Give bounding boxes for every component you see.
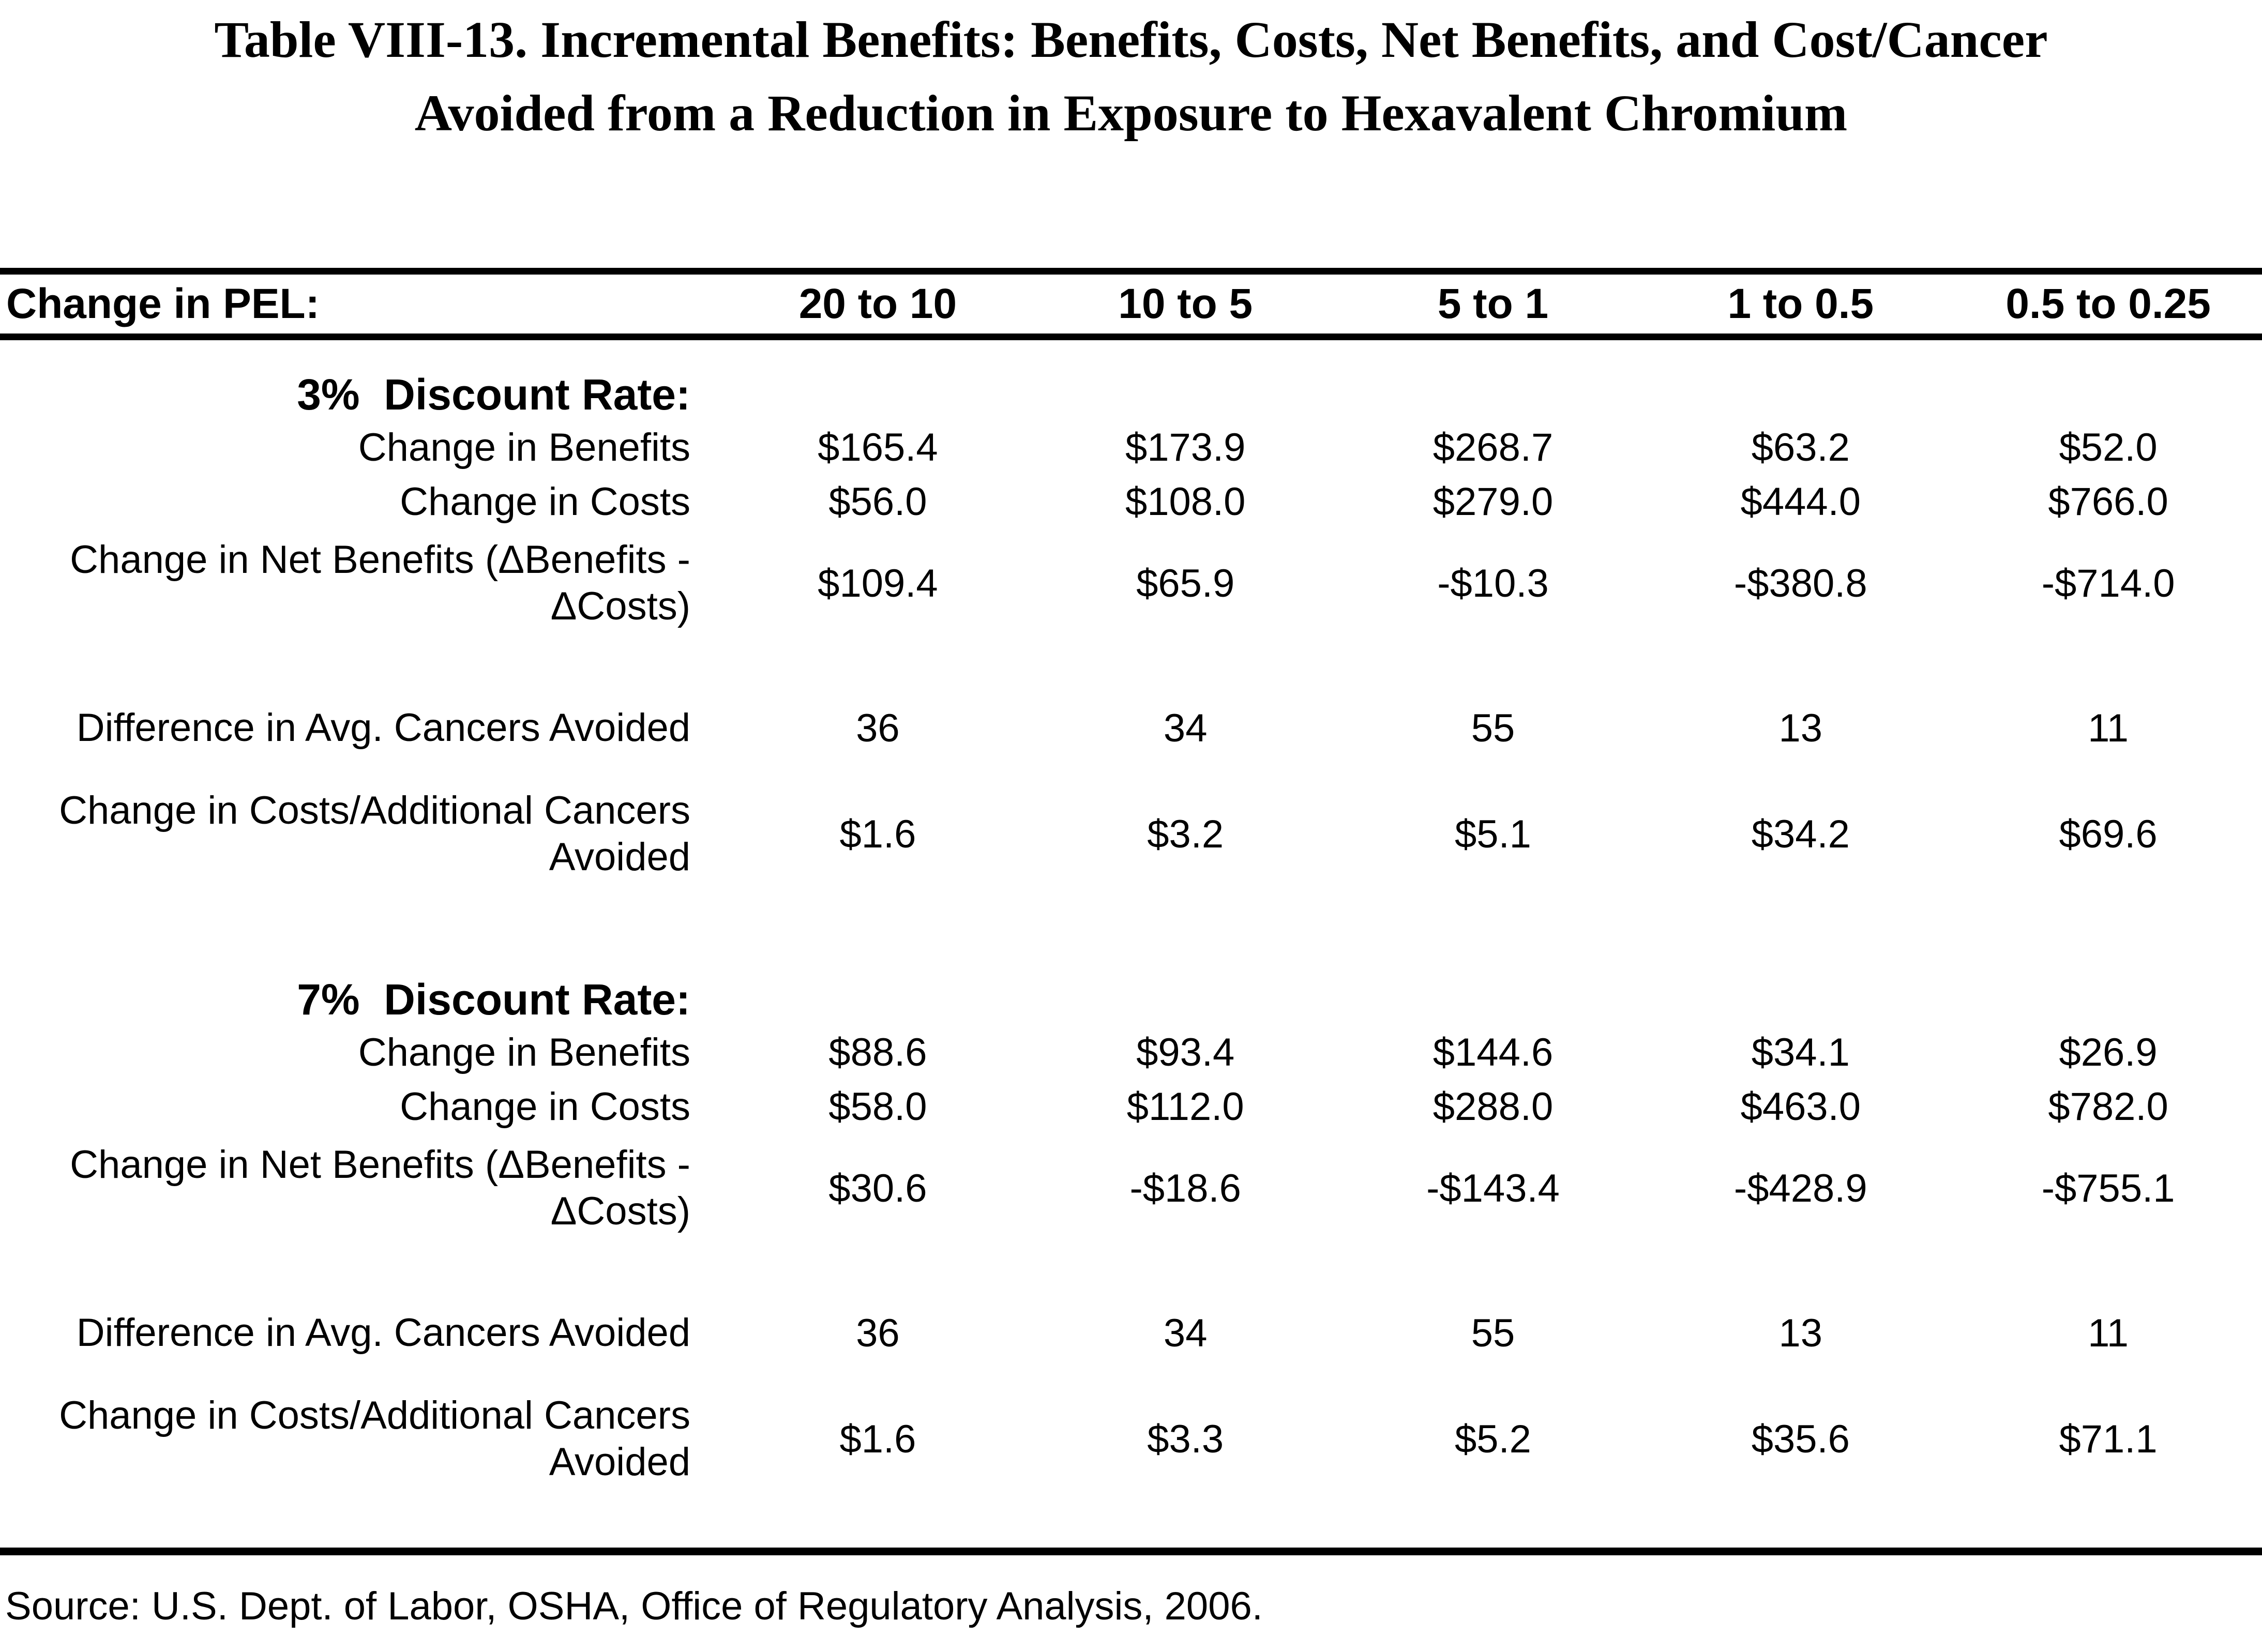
row-label: Change in Costs/Additional Cancers Avoid… bbox=[59, 789, 690, 879]
cell-value: $444.0 bbox=[1740, 480, 1861, 524]
cell-value: $108.0 bbox=[1125, 480, 1246, 524]
cell-value: 36 bbox=[856, 1311, 900, 1355]
table-title-line2: Avoided from a Reduction in Exposure to … bbox=[414, 84, 1848, 142]
cell-value: $65.9 bbox=[1136, 561, 1235, 605]
column-header-1-to-0-5: 1 to 0.5 bbox=[1727, 280, 1874, 327]
cell-value: $30.6 bbox=[828, 1166, 927, 1210]
cell-value: -$380.8 bbox=[1733, 561, 1867, 605]
cell-value: $5.1 bbox=[1455, 812, 1531, 856]
cell-value: $1.6 bbox=[839, 1417, 916, 1461]
cell-value: $173.9 bbox=[1125, 426, 1246, 469]
table-row-3pct-difference-in-avg-cancers: Difference in Avg. Cancers Avoided 36 34… bbox=[0, 687, 2262, 769]
table-row-3pct-change-in-net-benefits: Change in Net Benefits (ΔBenefits - ΔCos… bbox=[0, 529, 2262, 638]
cell-value: 55 bbox=[1471, 1311, 1515, 1355]
cell-value: 34 bbox=[1163, 1311, 1208, 1355]
row-label: Change in Costs/Additional Cancers Avoid… bbox=[59, 1393, 690, 1484]
table-row-3pct-change-in-benefits: Change in Benefits $165.4 $173.9 $268.7 … bbox=[0, 420, 2262, 475]
cell-value: 13 bbox=[1778, 706, 1823, 750]
cell-value: -$714.0 bbox=[2041, 561, 2175, 605]
cell-value: $5.2 bbox=[1455, 1417, 1531, 1461]
section-heading-3pct: 3% Discount Rate: bbox=[297, 370, 690, 419]
cell-value: $109.4 bbox=[818, 561, 938, 605]
header-top-rule bbox=[0, 268, 2262, 275]
cell-value: $782.0 bbox=[2048, 1085, 2168, 1129]
cell-value: 13 bbox=[1778, 1311, 1823, 1355]
cell-value: -$143.4 bbox=[1426, 1166, 1560, 1210]
cell-value: -$755.1 bbox=[2041, 1166, 2175, 1210]
row-label: Change in Net Benefits (ΔBenefits - ΔCos… bbox=[70, 1143, 690, 1233]
row-label: Change in Costs bbox=[400, 1084, 690, 1129]
cell-value: $3.2 bbox=[1147, 812, 1224, 856]
cell-value: $69.6 bbox=[2059, 812, 2158, 856]
header-label-change-in-pel: Change in PEL: bbox=[6, 280, 320, 327]
cell-value: $34.2 bbox=[1751, 812, 1850, 856]
table-row-7pct-change-in-benefits: Change in Benefits $88.6 $93.4 $144.6 $3… bbox=[0, 1025, 2262, 1080]
table-title: Table VIII-13. Incremental Benefits: Ben… bbox=[0, 0, 2262, 150]
cell-value: $56.0 bbox=[828, 480, 927, 524]
cell-value: $279.0 bbox=[1432, 480, 1554, 524]
table-row-7pct-costs-per-additional-cancer: Change in Costs/Additional Cancers Avoid… bbox=[0, 1374, 2262, 1504]
cell-value: 36 bbox=[856, 706, 900, 750]
table-header-row: Change in PEL: 20 to 10 10 to 5 5 to 1 1… bbox=[0, 275, 2262, 334]
table-row-3pct-costs-per-additional-cancer: Change in Costs/Additional Cancers Avoid… bbox=[0, 769, 2262, 899]
table-row-7pct-change-in-costs: Change in Costs $58.0 $112.0 $288.0 $463… bbox=[0, 1080, 2262, 1134]
table-row-7pct-change-in-net-benefits: Change in Net Benefits (ΔBenefits - ΔCos… bbox=[0, 1134, 2262, 1242]
cell-value: $112.0 bbox=[1126, 1085, 1244, 1129]
cell-value: 55 bbox=[1471, 706, 1515, 750]
row-label: Difference in Avg. Cancers Avoided bbox=[76, 706, 690, 750]
column-header-20-to-10: 20 to 10 bbox=[798, 280, 957, 327]
column-header-5-to-1: 5 to 1 bbox=[1437, 280, 1549, 327]
row-label: Change in Net Benefits (ΔBenefits - ΔCos… bbox=[70, 538, 690, 628]
table-row-3pct-change-in-costs: Change in Costs $56.0 $108.0 $279.0 $444… bbox=[0, 475, 2262, 529]
cell-value: $34.1 bbox=[1751, 1030, 1850, 1074]
cell-value: $71.1 bbox=[2059, 1417, 2158, 1461]
cell-value: 11 bbox=[2088, 706, 2129, 750]
table-title-line1: Table VIII-13. Incremental Benefits: Ben… bbox=[214, 11, 2048, 68]
cell-value: -$18.6 bbox=[1129, 1166, 1241, 1210]
cell-value: $52.0 bbox=[2059, 426, 2158, 469]
cell-value: $288.0 bbox=[1432, 1085, 1554, 1129]
source-note: Source: U.S. Dept. of Labor, OSHA, Offic… bbox=[5, 1584, 1263, 1628]
cell-value: -$428.9 bbox=[1733, 1166, 1867, 1210]
cell-value: 34 bbox=[1163, 706, 1208, 750]
cell-value: $58.0 bbox=[828, 1085, 927, 1129]
cell-value: $26.9 bbox=[2059, 1030, 2158, 1074]
column-header-0-5-to-0-25: 0.5 to 0.25 bbox=[2005, 280, 2211, 327]
cell-value: $63.2 bbox=[1751, 426, 1850, 469]
table-row-7pct-difference-in-avg-cancers: Difference in Avg. Cancers Avoided 36 34… bbox=[0, 1292, 2262, 1374]
cell-value: $144.6 bbox=[1432, 1030, 1554, 1074]
section-heading-7pct: 7% Discount Rate: bbox=[297, 975, 690, 1024]
row-label: Difference in Avg. Cancers Avoided bbox=[76, 1311, 690, 1355]
cell-value: $35.6 bbox=[1751, 1417, 1850, 1461]
row-label: Change in Benefits bbox=[358, 1030, 690, 1074]
cell-value: $88.6 bbox=[828, 1030, 927, 1074]
cell-value: 11 bbox=[2088, 1311, 2129, 1355]
header-bottom-rule bbox=[0, 334, 2262, 340]
cell-value: $93.4 bbox=[1136, 1030, 1235, 1074]
row-label: Change in Costs bbox=[400, 479, 690, 524]
cell-value: $1.6 bbox=[839, 812, 916, 856]
cell-value: $3.3 bbox=[1147, 1417, 1224, 1461]
cell-value: $268.7 bbox=[1432, 426, 1554, 469]
cell-value: $463.0 bbox=[1740, 1085, 1861, 1129]
table-bottom-rule bbox=[0, 1548, 2262, 1555]
column-header-10-to-5: 10 to 5 bbox=[1118, 280, 1253, 327]
cell-value: $766.0 bbox=[2048, 480, 2168, 524]
cell-value: -$10.3 bbox=[1437, 561, 1549, 605]
row-label: Change in Benefits bbox=[358, 425, 690, 469]
cell-value: $165.4 bbox=[818, 426, 938, 469]
